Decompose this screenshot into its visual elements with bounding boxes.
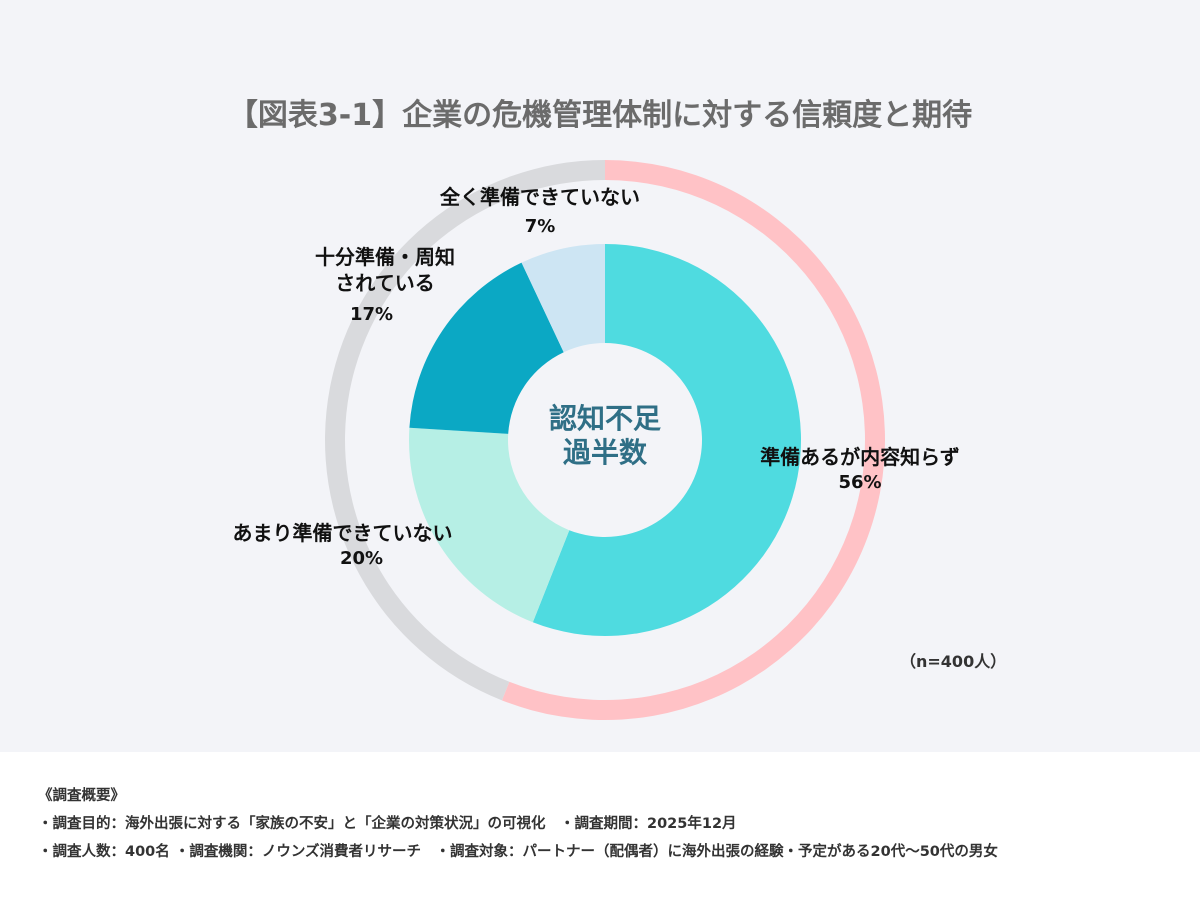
slice-label: あまり準備できていない [232, 521, 453, 545]
center-label: 認知不足 過半数 [525, 402, 685, 470]
label-slice-3: 全く準備できていない 7% [400, 184, 680, 240]
slice-label: 準備あるが内容知らず [760, 445, 960, 469]
chart-title: 【図表3-1】企業の危機管理体制に対する信頼度と期待 [227, 98, 973, 133]
summary-heading: 《調査概要》 [38, 788, 125, 804]
slice-value-label: 7% [524, 216, 556, 237]
label-slice-2: 十分準備・周知 されている 17% [300, 244, 470, 328]
slice-label: 十分準備・周知 [315, 245, 455, 269]
center-label-line-2: 過半数 [562, 436, 647, 469]
slice-value-label: 17% [350, 304, 394, 325]
donut-slice-3 [521, 244, 605, 353]
survey-summary: 《調査概要》 ・調査目的：海外出張に対する「家族の不安」と「企業の対策状況」の可… [38, 782, 998, 866]
summary-line: ・調査目的：海外出張に対する「家族の不安」と「企業の対策状況」の可視化 ・調査期… [38, 816, 737, 832]
slice-value-label: 20% [340, 548, 384, 569]
sample-size-note: （n=400人） [900, 652, 1007, 671]
summary-line: ・調査人数：400名 ・調査機関：ノウンズ消費者リサーチ ・調査対象：パートナー… [38, 844, 998, 860]
slice-label: されている [335, 271, 435, 295]
slice-label: 全く準備できていない [440, 185, 640, 209]
slice-value-label: 56% [838, 472, 882, 493]
donut-slice-0 [532, 244, 801, 636]
donut-slice-2 [409, 262, 564, 434]
center-label-line-1: 認知不足 [548, 402, 661, 435]
label-slice-1: あまり準備できていない 20% [200, 520, 485, 572]
donut-slice-1 [409, 427, 570, 623]
label-slice-0: 準備あるが内容知らず 56% [725, 444, 995, 496]
